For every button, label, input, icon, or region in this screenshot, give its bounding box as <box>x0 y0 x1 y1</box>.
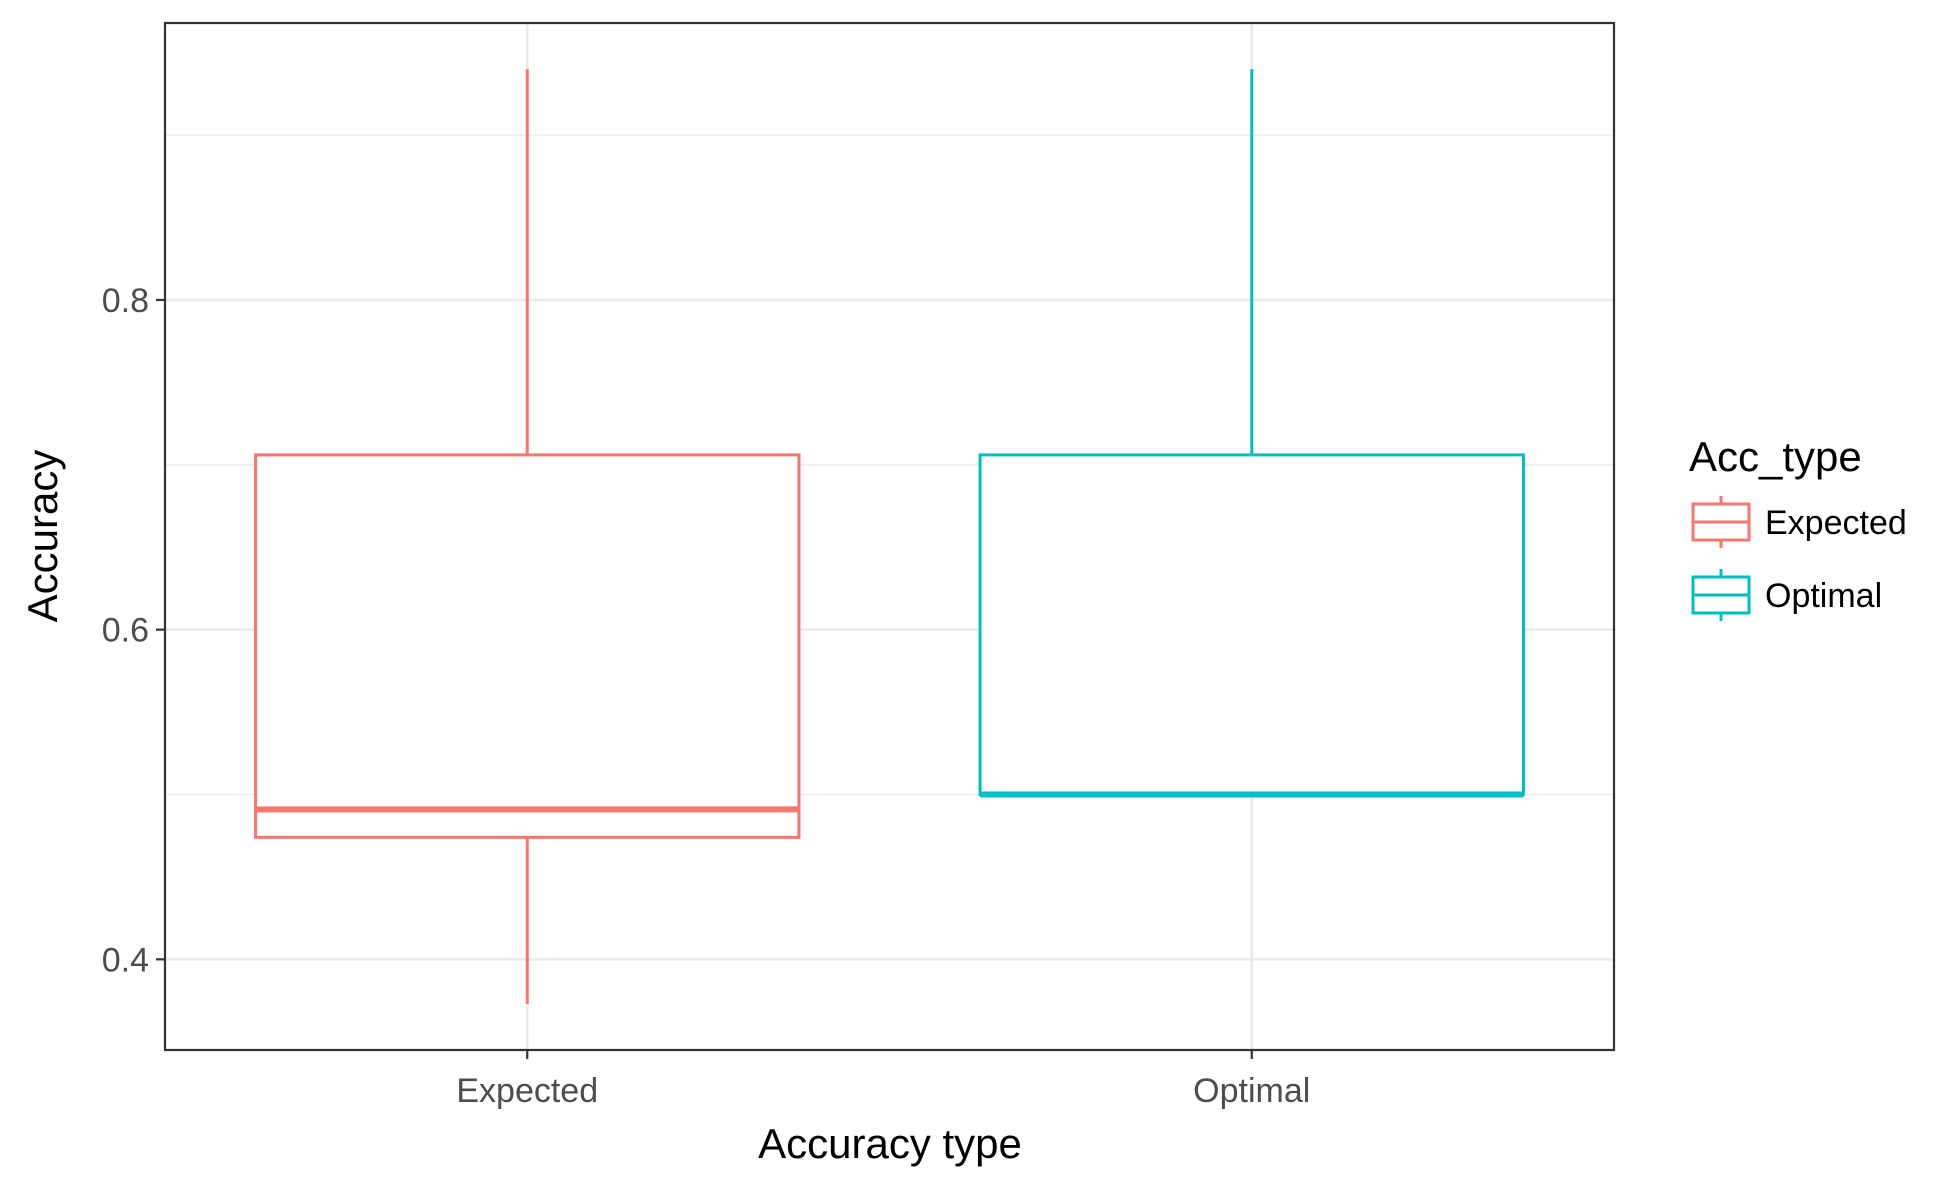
legend: Acc_type Expected Optimal <box>1689 433 1907 621</box>
box-expected <box>254 69 801 1004</box>
box-body <box>978 453 1525 796</box>
y-tick-label: 0.8 <box>102 282 149 320</box>
x-tick-label: Expected <box>456 1072 598 1110</box>
panel-border <box>163 21 1616 1052</box>
x-axis: Expected Optimal <box>456 1050 1310 1110</box>
y-axis: 0.4 0.6 0.8 <box>102 282 165 979</box>
box-body <box>254 453 801 839</box>
box-optimal <box>978 69 1525 798</box>
legend-item-expected: Expected <box>1691 496 1907 548</box>
legend-item-optimal: Optimal <box>1691 569 1882 621</box>
legend-label: Expected <box>1765 504 1907 542</box>
y-axis-title: Accuracy <box>19 450 66 623</box>
legend-items: Expected Optimal <box>1691 496 1907 621</box>
x-tick-label: Optimal <box>1193 1072 1310 1110</box>
x-axis-title: Accuracy type <box>758 1120 1022 1167</box>
legend-title: Acc_type <box>1689 433 1862 480</box>
y-tick-label: 0.6 <box>102 612 149 650</box>
box-layer <box>254 69 1525 1004</box>
legend-label: Optimal <box>1765 577 1882 615</box>
y-tick-label: 0.4 <box>102 941 149 979</box>
